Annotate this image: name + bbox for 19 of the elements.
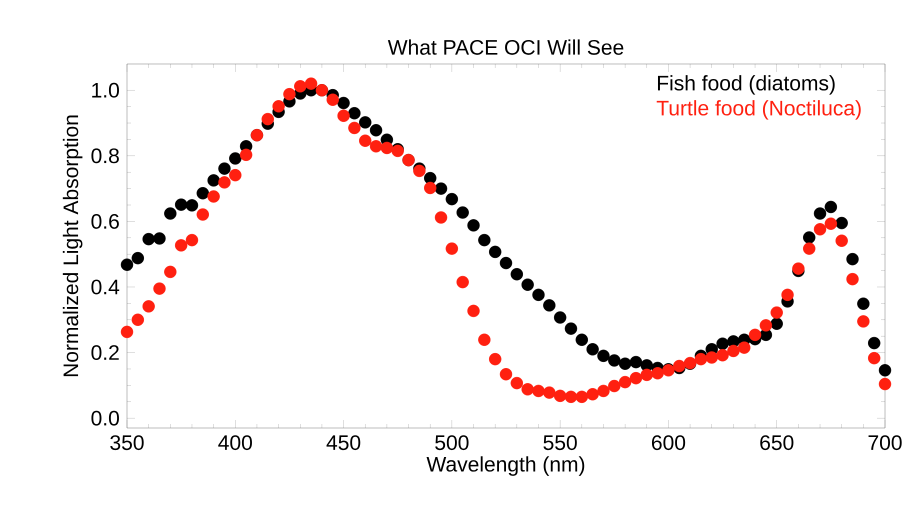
text: Fish food (diatoms)	[658, 75, 835, 95]
y-axis-title: Normalized Light Absorption	[62, 116, 82, 376]
x-tick-label: 400	[218, 435, 252, 450]
y-tick-label: 0.6	[91, 214, 119, 229]
text: Turtle food (Noctiluca)	[656, 100, 861, 120]
x-tick-label: 500	[435, 435, 469, 450]
y-tick-label: 0.4	[91, 280, 120, 294]
y-tick-label: 0.8	[91, 148, 119, 164]
y-tick-label: 0.2	[91, 345, 119, 360]
y-tick-label: 1.0	[92, 82, 119, 98]
y-tick-label: 0.0	[91, 410, 119, 426]
x-tick-label: 650	[760, 435, 794, 450]
x-tick-label: 700	[868, 435, 902, 450]
x-tick-label: 550	[543, 435, 577, 450]
x-tick-label: 600	[652, 435, 686, 450]
x-axis-title: Wavelength (nm)	[426, 456, 584, 476]
x-tick-label: 350	[110, 435, 144, 450]
chart-title: What PACE OCI Will See	[388, 39, 624, 55]
x-tick-label: 450	[326, 435, 360, 450]
